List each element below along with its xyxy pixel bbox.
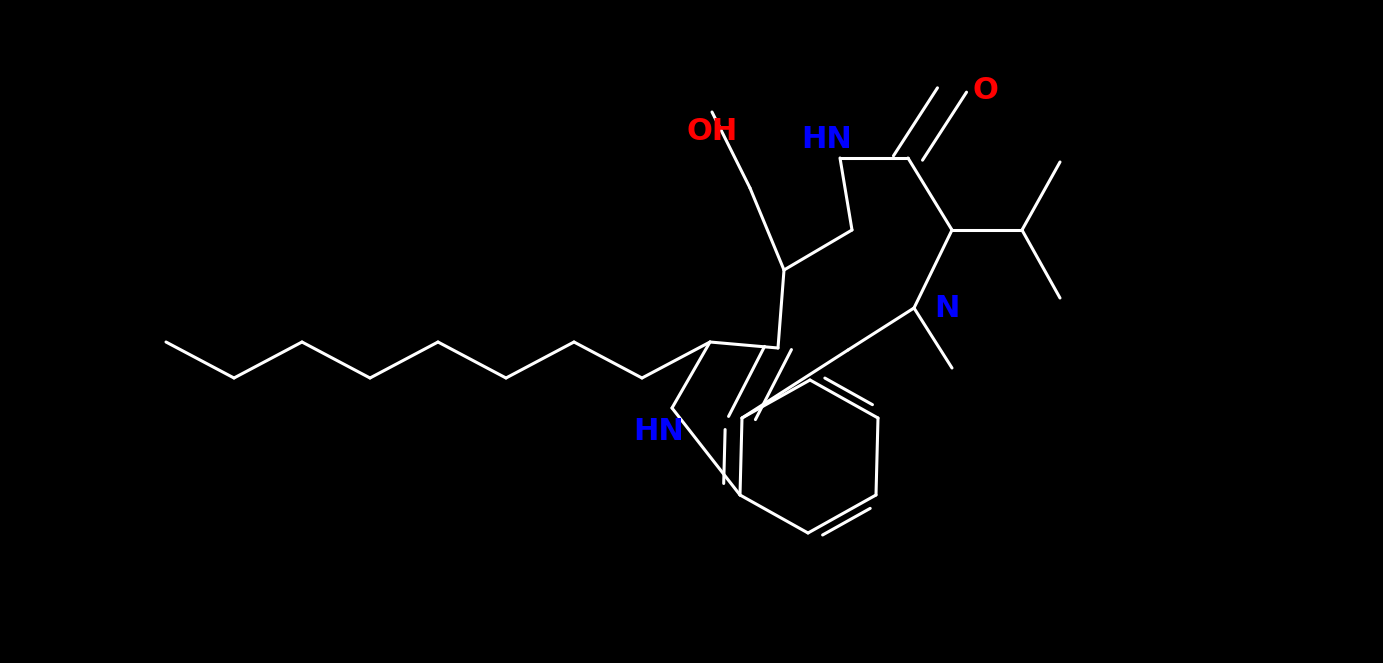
Text: O: O <box>972 76 999 105</box>
Text: HN: HN <box>633 418 683 446</box>
Text: HN: HN <box>801 125 852 154</box>
Text: OH: OH <box>686 117 737 147</box>
Text: N: N <box>935 294 960 322</box>
